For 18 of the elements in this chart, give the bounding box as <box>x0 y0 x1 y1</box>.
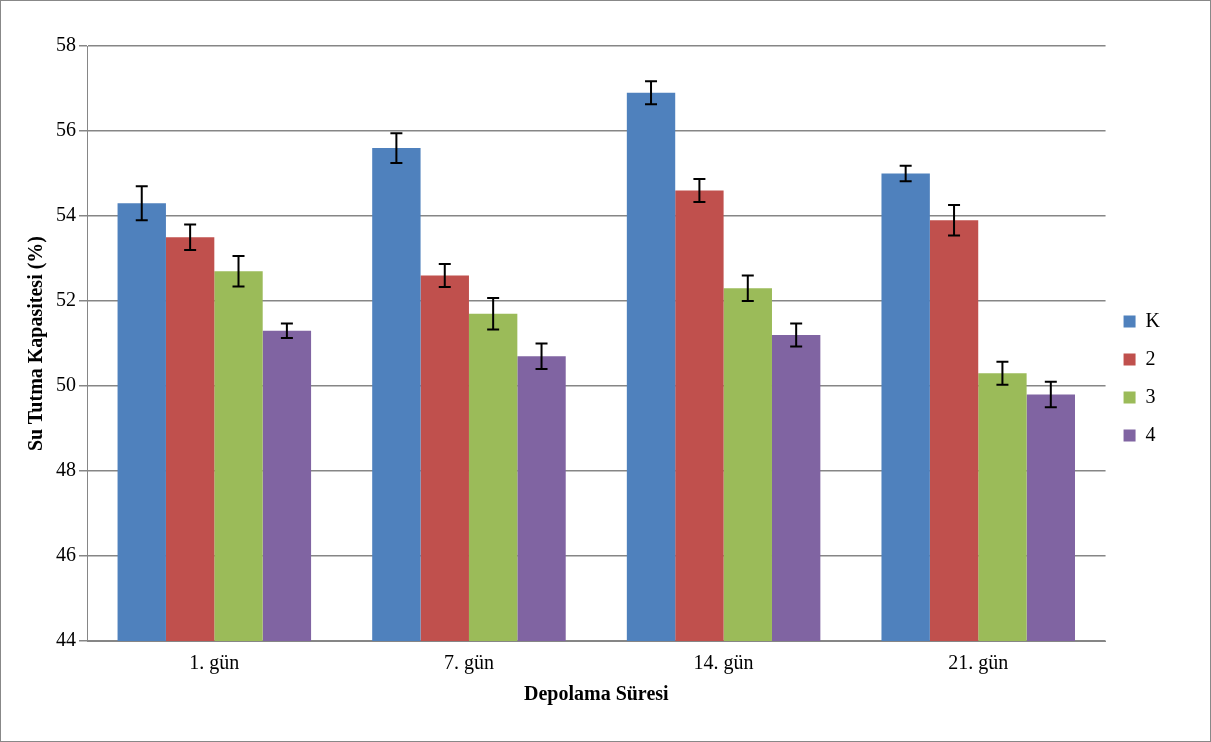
y-tick-label: 48 <box>56 458 76 481</box>
x-tick-label: 21. gün <box>948 651 1009 675</box>
y-tick-label: 52 <box>56 288 76 311</box>
x-tick-label: 1. gün <box>189 651 240 675</box>
x-axis-title: Depolama Süresi <box>523 682 670 706</box>
legend-label: K <box>1145 308 1161 331</box>
legend-label: 4 <box>1145 422 1156 445</box>
y-tick-label: 44 <box>56 628 76 651</box>
y-tick-label: 46 <box>56 543 76 566</box>
y-tick-label: 56 <box>56 118 76 141</box>
y-tick-label: 50 <box>56 373 76 396</box>
x-tick-label: 7. gün <box>443 651 494 675</box>
legend-label: 3 <box>1145 384 1156 407</box>
x-tick-label: 14. gün <box>693 651 754 675</box>
y-tick-label: 58 <box>56 33 76 56</box>
legend-label: 2 <box>1145 346 1156 369</box>
y-axis-title: Su Tutma Kapasitesi (%) <box>24 235 48 452</box>
y-tick-label: 54 <box>56 203 76 226</box>
